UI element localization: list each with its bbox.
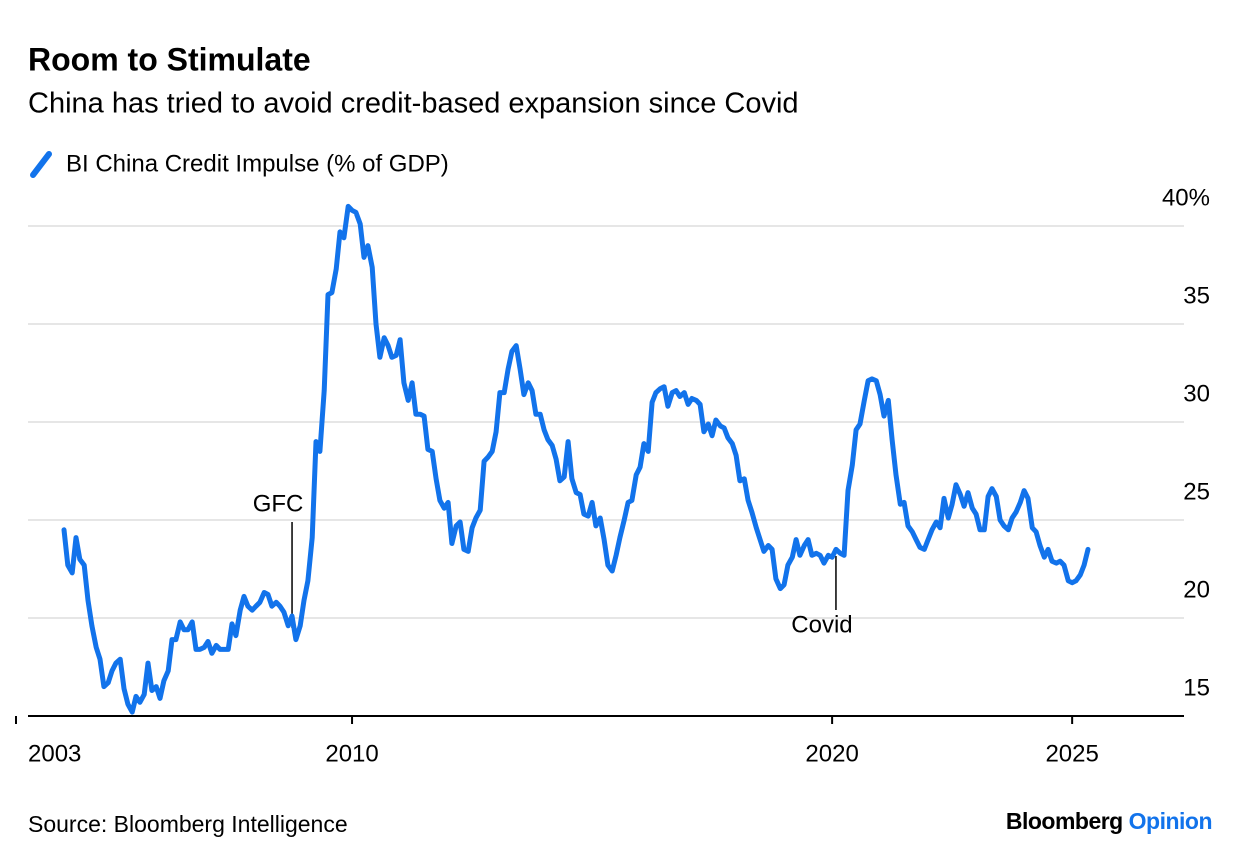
y-tick-label: 25 — [1183, 478, 1210, 505]
y-tick-label: 40% — [1162, 184, 1210, 211]
annotation-label: Covid — [791, 611, 852, 638]
chart-subtitle: China has tried to avoid credit-based ex… — [28, 88, 799, 120]
x-tick-label: 2025 — [1045, 740, 1098, 767]
y-tick-label: 20 — [1183, 576, 1210, 603]
source: Source: Bloomberg Intelligence — [28, 811, 348, 837]
y-tick-label: 35 — [1183, 282, 1210, 309]
brand-name: Bloomberg — [1006, 808, 1123, 834]
brand: Bloomberg Opinion — [1006, 808, 1212, 834]
x-tick-label: 2020 — [805, 740, 858, 767]
y-tick-label: 15 — [1183, 674, 1210, 701]
brand-suffix: Opinion — [1129, 808, 1212, 834]
legend-label: BI China Credit Impulse (% of GDP) — [66, 150, 449, 177]
x-tick-label: 2003 — [28, 740, 81, 767]
x-tick-label: 2010 — [325, 740, 378, 767]
series-line — [61, 203, 1091, 715]
annotation-label: GFC — [253, 490, 304, 517]
y-tick-label: 30 — [1183, 380, 1210, 407]
legend-swatch — [30, 151, 52, 178]
chart-title: Room to Stimulate — [28, 41, 311, 77]
